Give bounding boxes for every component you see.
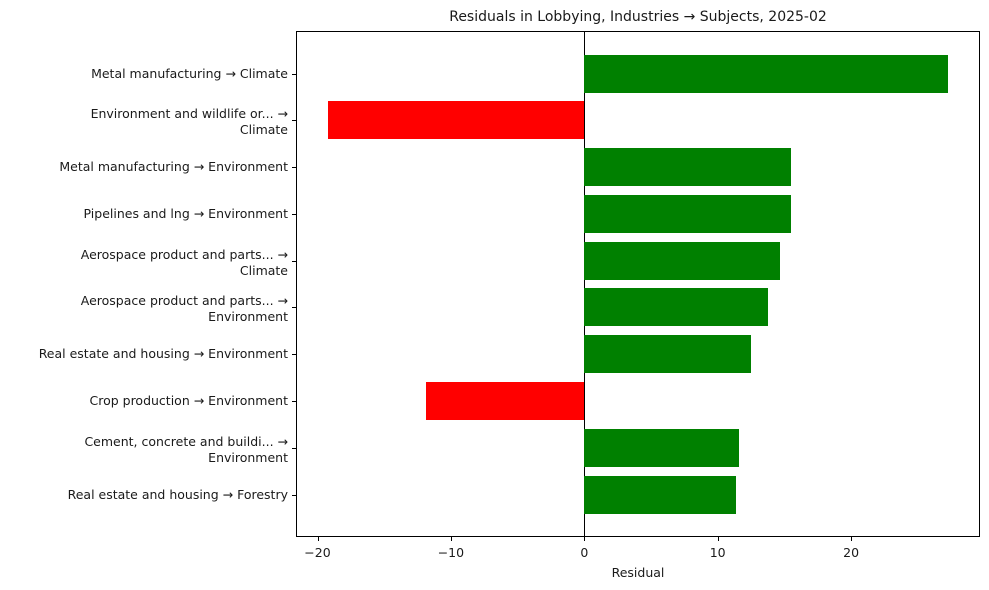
bar <box>425 382 585 420</box>
x-tick-label: −10 <box>437 545 465 560</box>
bar <box>584 242 781 280</box>
y-tick <box>292 74 296 75</box>
y-tick-label: Real estate and housing → Forestry <box>67 487 288 502</box>
x-tick-label: 0 <box>580 545 589 560</box>
y-tick-label: Metal manufacturing → Climate <box>91 66 288 81</box>
bar <box>584 335 752 373</box>
plot-area <box>296 31 980 537</box>
bar <box>584 148 792 186</box>
x-tick <box>450 537 452 541</box>
x-tick <box>717 537 719 541</box>
zero-line <box>584 32 586 536</box>
bar <box>584 429 740 467</box>
bar <box>584 476 737 514</box>
y-tick-label: Metal manufacturing → Environment <box>59 159 288 174</box>
y-tick <box>292 214 296 215</box>
y-tick-label: Cement, concrete and buildi... → Environm… <box>84 434 288 465</box>
x-tick-label: −20 <box>304 545 331 560</box>
y-tick <box>292 307 296 308</box>
x-tick-label: 10 <box>709 545 726 560</box>
y-tick-label: Crop production → Environment <box>89 393 288 408</box>
bar <box>584 195 792 233</box>
y-tick <box>292 354 296 355</box>
y-tick <box>292 401 296 402</box>
y-tick-label: Real estate and housing → Environment <box>38 346 288 361</box>
chart-title: Residuals in Lobbying, Industries → Subj… <box>449 9 827 25</box>
y-tick <box>292 495 296 496</box>
x-tick <box>851 537 853 541</box>
y-tick <box>292 261 296 262</box>
y-tick <box>292 167 296 168</box>
bar <box>584 55 949 93</box>
y-tick-label: Aerospace product and parts... → Climate <box>80 247 288 278</box>
x-tick-label: 20 <box>843 545 860 560</box>
y-tick-label: Environment and wildlife or... → Climate <box>90 106 288 137</box>
y-tick-label: Aerospace product and parts... → Environm… <box>80 293 288 324</box>
y-tick-label: Pipelines and lng → Environment <box>83 206 288 221</box>
y-tick <box>292 448 296 449</box>
x-axis-label: Residual <box>611 565 665 580</box>
x-tick <box>584 537 586 541</box>
bar <box>328 101 585 139</box>
bar <box>584 288 769 326</box>
y-tick <box>292 120 296 121</box>
x-tick <box>317 537 319 541</box>
